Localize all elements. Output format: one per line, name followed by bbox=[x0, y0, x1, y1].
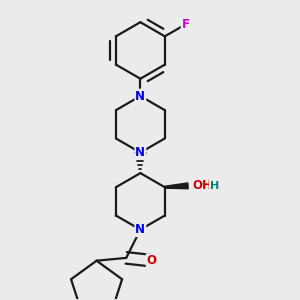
Polygon shape bbox=[165, 183, 188, 189]
Text: H: H bbox=[210, 181, 219, 191]
Text: OH: OH bbox=[193, 179, 213, 192]
Text: F: F bbox=[182, 18, 190, 31]
Text: N: N bbox=[135, 146, 146, 159]
Text: N: N bbox=[135, 90, 146, 103]
Text: N: N bbox=[135, 223, 146, 236]
Text: O: O bbox=[147, 254, 157, 267]
